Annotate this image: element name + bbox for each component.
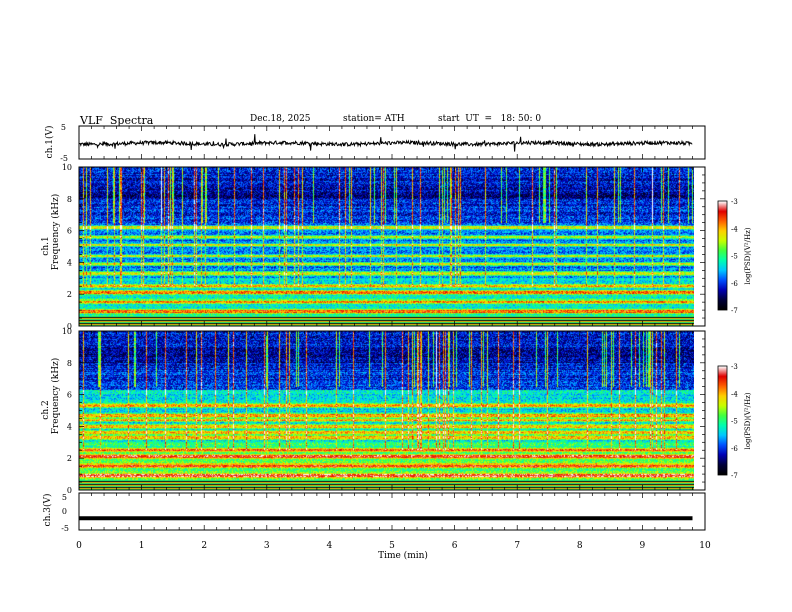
colorbar-tick-label: -5 (731, 253, 738, 261)
ch2-spectrogram-ylabel-channel: ch.2 (41, 400, 51, 419)
ch3-waveform-panel: 5 0 -5 ch.3(V) (42, 492, 706, 533)
colorbar-tick-label: -5 (731, 418, 738, 426)
x-tick-label: 5 (389, 541, 395, 551)
header-station: station= ATH (343, 114, 405, 124)
ch3-waveform-ticks (78, 493, 706, 530)
x-tick-label: 10 (699, 541, 711, 551)
ch2-spectrogram-image (79, 331, 694, 490)
x-axis-label: Time (min) (378, 550, 428, 561)
colorbar-tick-label: -3 (731, 198, 738, 206)
y-tick-label: 0 (67, 322, 72, 331)
chart-title: VLF Spectra (80, 114, 154, 127)
x-tick-label: 1 (139, 541, 145, 551)
header-start-ut: start UT = 18: 50: 0 (438, 114, 542, 124)
ch2-colorbar-label: log(PSD)(V²/Hz) (744, 392, 752, 449)
ch3-ytick-label: 5 (62, 493, 67, 502)
ch3-ylabel: ch.3(V) (42, 494, 53, 527)
x-tick-label: 7 (514, 541, 520, 551)
x-tick-label: 6 (452, 541, 458, 551)
ch1-colorbar-ticks: -3 -4 -5 -6 -7 (731, 198, 738, 315)
ch1-colorbar-label: log(PSD)(V²/Hz) (744, 227, 752, 284)
ch1-waveform-ticks (78, 126, 706, 159)
ch2-spectrogram-ticks (78, 331, 706, 490)
y-tick-label: 10 (62, 163, 72, 172)
ch1-waveform-trace (78, 134, 693, 152)
ch1-spectrogram-image (79, 167, 694, 326)
y-tick-label: 8 (67, 195, 72, 204)
y-tick-label: 2 (67, 454, 72, 463)
x-axis: 0 1 2 3 4 5 6 7 8 9 10 (76, 541, 711, 551)
y-tick-label: 6 (67, 227, 72, 236)
y-tick-label: 10 (62, 327, 72, 336)
colorbar-tick-label: -7 (731, 307, 738, 315)
ch1-colorbar (718, 201, 727, 310)
x-tick-label: 0 (76, 541, 82, 551)
ch3-waveform-frame (78, 492, 706, 531)
ch1-waveform-panel: 5 -5 ch.1(V) (44, 123, 706, 163)
x-tick-label: 8 (577, 541, 583, 551)
ch1-spectrogram-ylabel-freq: Frequency (kHz) (50, 194, 61, 271)
ch1-ytick-label: -5 (60, 154, 68, 163)
ch3-ytick-label: -5 (61, 524, 69, 533)
ch3-ytick-label: 0 (62, 507, 67, 516)
header-date: Dec.18, 2025 (250, 114, 311, 124)
colorbar-tick-label: -7 (731, 472, 738, 480)
colorbar-tick-label: -3 (731, 363, 738, 371)
colorbar-tick-label: -6 (731, 445, 738, 453)
x-tick-label: 4 (327, 541, 333, 551)
ch2-colorbar (718, 366, 727, 475)
y-tick-label: 6 (67, 391, 72, 400)
x-tick-label: 2 (201, 541, 207, 551)
y-tick-label: 4 (67, 258, 72, 267)
ch1-spectrogram-ticks (78, 167, 706, 326)
colorbar-tick-label: -6 (731, 280, 738, 288)
ch1-ytick-label: 5 (61, 123, 66, 132)
ch2-spectrogram-ylabel-freq: Frequency (kHz) (50, 358, 61, 435)
ch1-ylabel: ch.1(V) (44, 126, 55, 159)
y-tick-label: 4 (67, 422, 72, 431)
y-tick-label: 8 (67, 359, 72, 368)
x-tick-label: 9 (640, 541, 646, 551)
y-tick-label: 2 (67, 290, 72, 299)
ch1-spectrogram-ylabel-channel: ch.1 (41, 236, 51, 255)
y-tick-label: 0 (67, 486, 72, 495)
ch2-freq-ticks: 0 2 4 6 8 10 (62, 327, 705, 495)
ch1-freq-ticks: 0 2 4 6 8 10 (62, 163, 705, 331)
colorbar-tick-label: -4 (731, 390, 738, 398)
x-tick-label: 3 (264, 541, 270, 551)
ch2-colorbar-ticks: -3 -4 -5 -6 -7 (731, 363, 738, 480)
colorbar-tick-label: -4 (731, 225, 738, 233)
